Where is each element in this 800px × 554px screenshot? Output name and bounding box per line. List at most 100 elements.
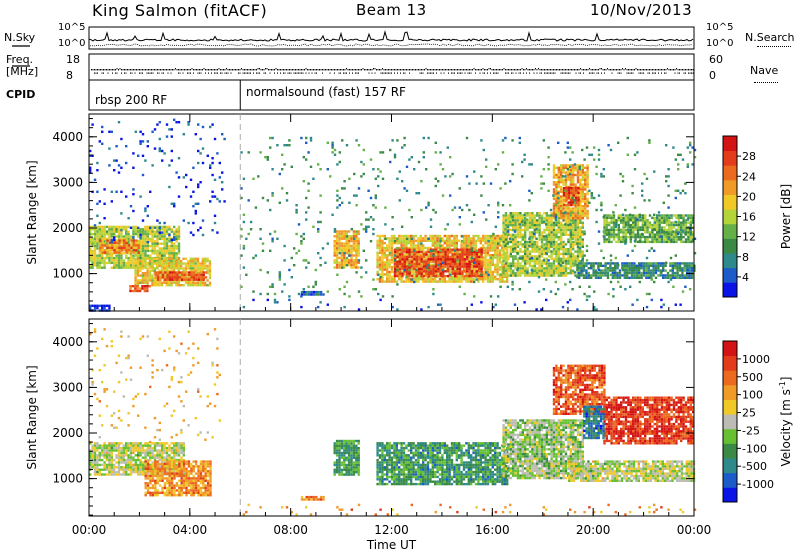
power-cell <box>357 266 360 269</box>
power-cell <box>586 214 589 217</box>
power-cell <box>569 214 572 217</box>
power-cell <box>572 187 575 190</box>
power-cell <box>103 188 106 191</box>
power-cell <box>555 188 558 191</box>
power-cell <box>578 267 581 270</box>
power-cell <box>115 249 119 252</box>
power-cell <box>388 263 391 266</box>
power-cell <box>678 276 682 279</box>
freq-dot <box>305 68 307 70</box>
nave-dot <box>515 72 517 74</box>
nave-dot <box>475 72 476 74</box>
power-cell <box>434 267 438 271</box>
power-cell <box>572 191 575 195</box>
power-cell <box>438 254 442 257</box>
power-cell <box>565 194 568 197</box>
power-cell <box>139 264 142 268</box>
power-cell <box>644 223 647 227</box>
power-cell <box>410 244 413 247</box>
power-cell <box>376 251 379 254</box>
power-cell <box>581 221 584 224</box>
power-cell <box>444 248 447 251</box>
noise-sky-trace <box>88 29 694 42</box>
power-cell <box>156 264 159 268</box>
power-cell <box>569 262 572 265</box>
freq-dot <box>586 69 587 71</box>
power-cell <box>206 154 209 157</box>
power-cell <box>586 190 589 193</box>
power-cell <box>350 239 353 243</box>
power-cell <box>514 255 517 258</box>
power-cell <box>432 265 435 268</box>
freq-dot <box>173 69 175 71</box>
power-cell <box>381 280 384 283</box>
power-cell <box>632 226 635 229</box>
freq-dot <box>469 69 470 71</box>
power-cell <box>458 270 462 273</box>
power-cell <box>148 260 152 263</box>
freq-dot <box>691 69 692 71</box>
power-cell <box>516 219 520 222</box>
power-cell <box>99 244 102 247</box>
power-cell <box>531 255 534 258</box>
freq-dot <box>593 69 595 71</box>
power-cell <box>504 248 508 251</box>
power-cell <box>434 270 438 273</box>
power-cell <box>574 236 577 239</box>
power-cell <box>509 274 512 277</box>
nave-dot <box>649 72 650 74</box>
power-cell <box>634 214 637 217</box>
power-cell <box>468 262 471 266</box>
power-cell <box>396 248 399 251</box>
power-cell <box>125 251 128 254</box>
power-cell <box>550 267 553 270</box>
power-cell <box>211 195 214 198</box>
power-cell <box>340 256 344 260</box>
power-cell <box>688 264 691 267</box>
freq-dot <box>359 69 361 71</box>
power-cell <box>533 255 536 258</box>
power-cell <box>470 258 474 261</box>
power-cell <box>410 265 414 268</box>
power-cell <box>98 225 101 229</box>
power-cell <box>183 271 186 274</box>
power-cell <box>562 187 566 190</box>
power-cell <box>439 267 442 271</box>
power-cell <box>612 223 616 227</box>
power-cell <box>628 264 631 267</box>
power-cell <box>163 235 166 238</box>
power-cell <box>496 258 499 262</box>
power-cell <box>194 209 197 213</box>
power-cell <box>560 169 563 172</box>
power-cell <box>192 284 195 287</box>
power-cell <box>599 262 602 265</box>
freq-dot <box>214 69 215 71</box>
power-cell <box>355 232 358 236</box>
power-cell <box>690 271 694 275</box>
power-cell <box>96 254 99 257</box>
power-cell <box>414 246 418 250</box>
power-cell <box>560 178 563 181</box>
nave-dot <box>346 72 347 74</box>
freq-dot <box>152 69 154 71</box>
nave-dot <box>674 72 676 74</box>
power-cell <box>461 272 464 275</box>
power-cell <box>415 262 418 266</box>
power-cell <box>352 242 356 245</box>
power-cell <box>211 229 214 232</box>
freq-dot <box>430 69 431 71</box>
power-cell <box>514 226 517 229</box>
nave-dot <box>163 72 164 74</box>
power-cell <box>388 246 391 250</box>
power-cell <box>526 267 529 270</box>
power-cell <box>611 276 614 279</box>
power-cell <box>639 219 642 222</box>
power-cell <box>446 262 450 266</box>
power-cell <box>123 246 126 249</box>
power-cell <box>528 219 532 222</box>
power-cell <box>127 235 130 238</box>
power-cell <box>141 276 144 280</box>
power-cell <box>108 147 111 150</box>
freq-dot <box>178 69 179 71</box>
power-cell <box>644 235 647 239</box>
